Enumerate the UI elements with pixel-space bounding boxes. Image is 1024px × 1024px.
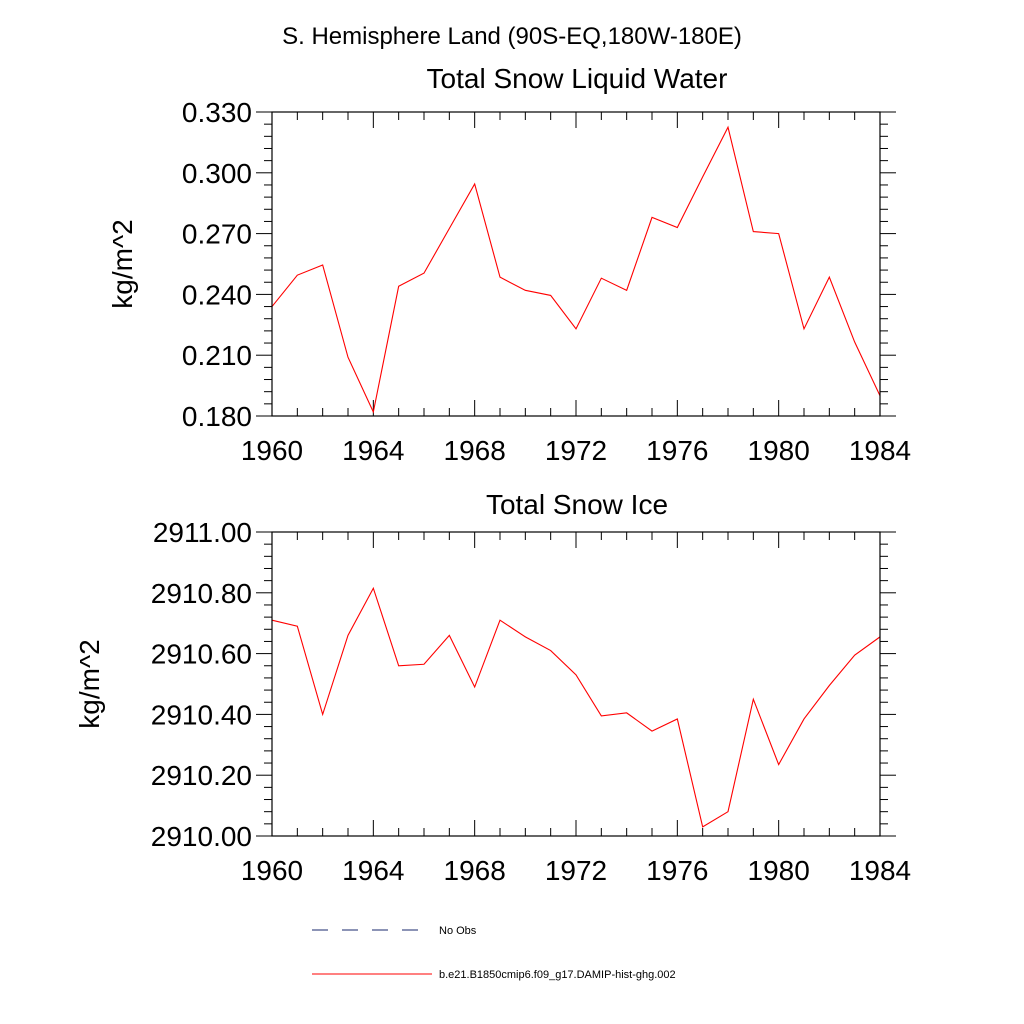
axis-ticks — [256, 531, 896, 837]
series-line — [271, 586, 881, 828]
x-tick-label: 1980 — [748, 435, 810, 466]
x-tick-label: 1968 — [444, 435, 506, 466]
series-layer — [271, 125, 881, 414]
legend-item-model-run: b.e21.B1850cmip6.f09_g17.DAMIP-hist-ghg.… — [312, 969, 676, 981]
legend-item-no-obs: No Obs — [312, 925, 477, 937]
x-tick-label: 1964 — [342, 435, 404, 466]
x-tick-label: 1968 — [444, 855, 506, 886]
x-tick-label: 1972 — [545, 855, 607, 886]
plot-frame — [271, 111, 881, 417]
y-axis-label: kg/m^2 — [107, 219, 138, 308]
y-tick-label: 2911.00 — [153, 517, 252, 548]
chart-panel-snow-liquid-water: Total Snow Liquid Water kg/m^2 1960 1964 1… — [107, 63, 911, 466]
x-tick-label: 1964 — [342, 855, 404, 886]
y-tick-label: 2910.80 — [151, 578, 252, 609]
x-tick-label: 1960 — [241, 855, 303, 886]
figure-title: S. Hemisphere Land (90S-EQ,180W-180E) — [282, 23, 742, 50]
y-tick-label: 0.330 — [182, 97, 252, 128]
axis-tick-labels: 1960 1964 1968 1972 1976 1980 1984 2910.00 2910.… — [151, 517, 911, 886]
series-line — [271, 125, 881, 414]
x-tick-label: 1984 — [849, 855, 911, 886]
y-tick-label: 2910.40 — [151, 699, 252, 730]
chart-title: Total Snow Liquid Water — [427, 63, 728, 94]
y-tick-label: 2910.60 — [151, 639, 252, 670]
series-layer — [271, 586, 881, 828]
y-tick-label: 2910.20 — [151, 760, 252, 791]
y-tick-label: 0.210 — [182, 340, 252, 371]
y-tick-label: 0.180 — [182, 401, 252, 432]
x-tick-label: 1976 — [646, 855, 708, 886]
x-tick-label: 1976 — [646, 435, 708, 466]
x-tick-label: 1960 — [241, 435, 303, 466]
x-tick-label: 1972 — [545, 435, 607, 466]
chart-panel-snow-ice: Total Snow Ice kg/m^2 1960 1964 1968 1972 19… — [74, 489, 911, 886]
axis-ticks — [256, 111, 896, 417]
x-tick-label: 1984 — [849, 435, 911, 466]
y-tick-label: 0.270 — [182, 219, 252, 250]
y-tick-label: 0.300 — [182, 158, 252, 189]
y-tick-label: 2910.00 — [151, 821, 252, 852]
legend-label: b.e21.B1850cmip6.f09_g17.DAMIP-hist-ghg.… — [439, 969, 676, 981]
legend: No Obs b.e21.B1850cmip6.f09_g17.DAMIP-hi… — [312, 925, 676, 981]
chart-title: Total Snow Ice — [486, 489, 668, 520]
x-tick-label: 1980 — [748, 855, 810, 886]
axis-tick-labels: 1960 1964 1968 1972 1976 1980 1984 0.180 0.210 0.… — [182, 97, 911, 466]
legend-label: No Obs — [439, 925, 477, 937]
y-tick-label: 0.240 — [182, 279, 252, 310]
plot-frame — [271, 531, 881, 837]
y-axis-label: kg/m^2 — [74, 639, 105, 728]
